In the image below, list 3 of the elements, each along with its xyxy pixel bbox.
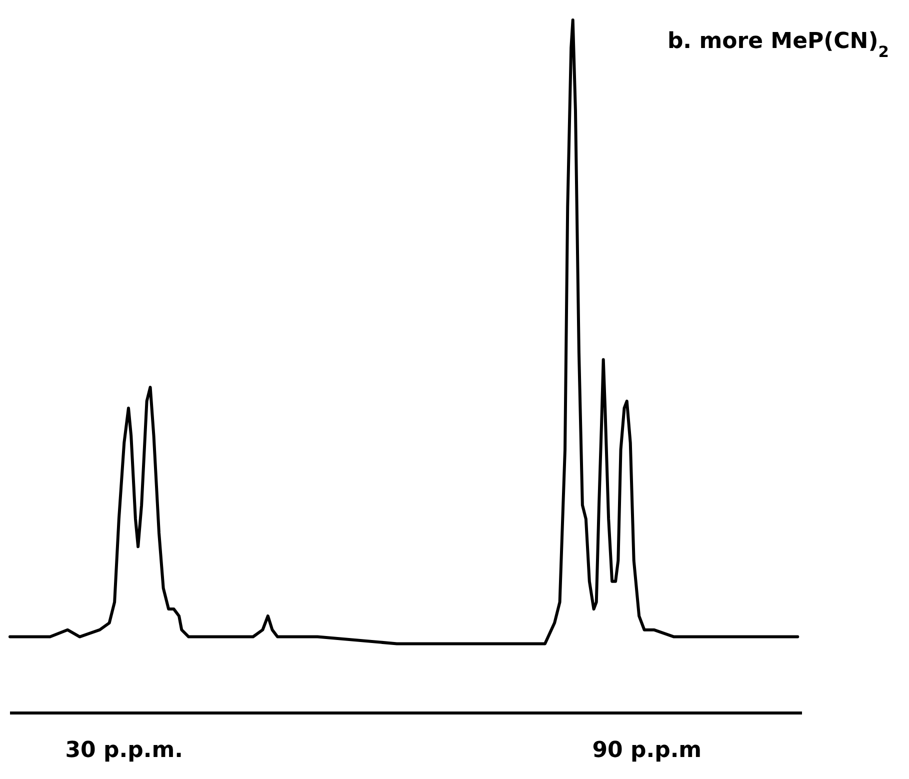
text: b. more MeP(CN)$_{2}$ [667, 29, 889, 61]
x-tick-label: 90 p.p.m [592, 738, 702, 763]
x-tick-label: 30 p.p.m. [65, 738, 184, 763]
